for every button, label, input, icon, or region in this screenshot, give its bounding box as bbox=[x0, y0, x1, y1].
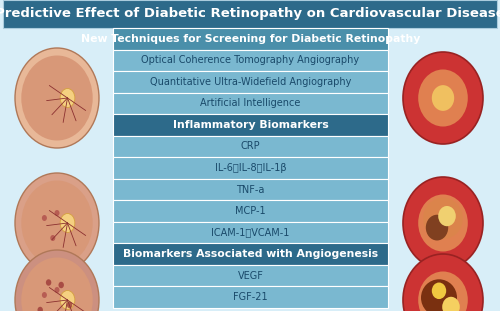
Ellipse shape bbox=[54, 287, 60, 293]
Ellipse shape bbox=[46, 279, 52, 286]
Ellipse shape bbox=[418, 272, 468, 311]
Ellipse shape bbox=[426, 215, 448, 240]
Ellipse shape bbox=[22, 258, 93, 311]
Bar bbox=[3, 0, 497, 28]
Bar bbox=[113, 71, 388, 93]
Bar bbox=[113, 179, 388, 200]
Text: Predictive Effect of Diabetic Retinopathy on Cardiovascular Disease: Predictive Effect of Diabetic Retinopath… bbox=[0, 7, 500, 21]
Text: MCP-1: MCP-1 bbox=[235, 206, 266, 216]
Ellipse shape bbox=[418, 194, 468, 252]
Text: Biomarkers Associated with Angiogenesis: Biomarkers Associated with Angiogenesis bbox=[123, 249, 378, 259]
Ellipse shape bbox=[403, 52, 483, 144]
Ellipse shape bbox=[58, 282, 64, 288]
Text: IL-6、IL-8、IL-1β: IL-6、IL-8、IL-1β bbox=[214, 163, 286, 173]
Ellipse shape bbox=[42, 215, 47, 221]
Ellipse shape bbox=[403, 177, 483, 269]
Text: New Techniques for Screening for Diabetic Retinopathy: New Techniques for Screening for Diabeti… bbox=[81, 34, 420, 44]
Bar bbox=[113, 265, 388, 286]
Ellipse shape bbox=[50, 235, 56, 241]
Bar bbox=[113, 222, 388, 244]
Ellipse shape bbox=[438, 206, 456, 226]
Text: Inflammatory Biomarkers: Inflammatory Biomarkers bbox=[172, 120, 328, 130]
Ellipse shape bbox=[42, 292, 47, 298]
Text: Optical Coherence Tomography Angiography: Optical Coherence Tomography Angiography bbox=[142, 55, 360, 65]
Text: FGF-21: FGF-21 bbox=[233, 292, 268, 302]
Bar bbox=[113, 93, 388, 114]
Bar bbox=[113, 200, 388, 222]
Bar bbox=[113, 28, 388, 49]
Ellipse shape bbox=[15, 48, 99, 148]
Ellipse shape bbox=[22, 55, 93, 141]
Ellipse shape bbox=[432, 85, 454, 111]
Bar bbox=[113, 286, 388, 308]
Text: Artificial Intelligence: Artificial Intelligence bbox=[200, 98, 300, 109]
Text: ICAM-1、VCAM-1: ICAM-1、VCAM-1 bbox=[212, 228, 290, 238]
Ellipse shape bbox=[38, 307, 43, 311]
Ellipse shape bbox=[432, 282, 446, 299]
Text: Quantitative Ultra-Widefield Angiography: Quantitative Ultra-Widefield Angiography bbox=[150, 77, 351, 87]
Ellipse shape bbox=[15, 250, 99, 311]
Bar bbox=[113, 114, 388, 136]
Ellipse shape bbox=[67, 302, 72, 308]
Bar bbox=[113, 136, 388, 157]
Text: CRP: CRP bbox=[240, 142, 260, 151]
Ellipse shape bbox=[421, 279, 457, 311]
Bar bbox=[113, 157, 388, 179]
Ellipse shape bbox=[403, 254, 483, 311]
Ellipse shape bbox=[15, 173, 99, 273]
Ellipse shape bbox=[60, 213, 75, 233]
Ellipse shape bbox=[60, 290, 75, 309]
Ellipse shape bbox=[54, 210, 60, 216]
Ellipse shape bbox=[418, 69, 468, 127]
Ellipse shape bbox=[423, 198, 463, 239]
Bar bbox=[113, 49, 388, 71]
Text: VEGF: VEGF bbox=[238, 271, 264, 281]
Ellipse shape bbox=[442, 297, 460, 311]
Text: TNF-a: TNF-a bbox=[236, 184, 264, 195]
Ellipse shape bbox=[22, 180, 93, 266]
Bar bbox=[113, 244, 388, 265]
Ellipse shape bbox=[60, 89, 75, 108]
